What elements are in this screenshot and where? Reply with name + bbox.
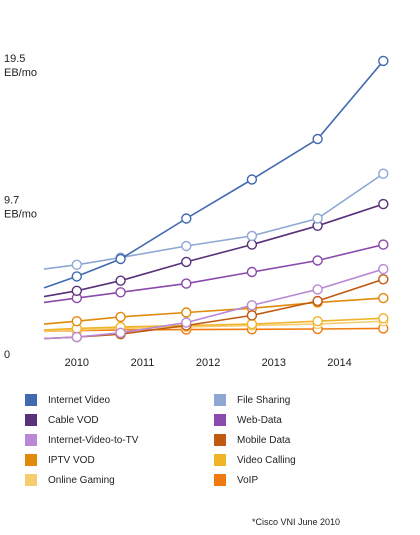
legend-swatch xyxy=(25,454,37,466)
legend-item-iptv-vod: IPTV VOD xyxy=(25,452,95,468)
legend-label: File Sharing xyxy=(237,394,291,406)
data-point-internet-video-to-tv xyxy=(378,263,389,275)
legend-swatch xyxy=(214,474,226,486)
data-point-internet-video xyxy=(378,55,389,67)
data-point-cable-vod xyxy=(246,239,258,250)
legend-label: Web-Data xyxy=(237,414,282,426)
data-point-file-sharing xyxy=(71,259,83,270)
data-point-web-data xyxy=(378,239,389,250)
y-tick-label-line: EB/mo xyxy=(4,209,37,221)
legend-label: Internet-Video-to-TV xyxy=(48,434,139,446)
data-point-cable-vod xyxy=(71,285,83,296)
legend-item-internet-video-to-tv: Internet-Video-to-TV xyxy=(25,432,138,448)
legend-item-mobile-data: Mobile Data xyxy=(214,432,290,448)
legend-item-file-sharing: File Sharing xyxy=(214,392,290,408)
y-tick-label-line: 19.5 xyxy=(4,53,25,65)
data-point-iptv-vod xyxy=(181,307,192,318)
series-line-internet-video xyxy=(43,60,384,289)
legend-swatch xyxy=(214,434,226,446)
legend-label: IPTV VOD xyxy=(48,454,95,466)
data-point-iptv-vod xyxy=(378,292,389,304)
data-point-video-calling xyxy=(312,316,323,327)
data-point-video-calling xyxy=(378,313,389,324)
y-tick-label: 19.5 EB/mo xyxy=(4,53,37,79)
source-note: *Cisco VNI June 2010 xyxy=(252,517,341,527)
data-point-iptv-vod xyxy=(115,311,126,323)
data-point-web-data xyxy=(312,255,323,266)
legend-item-video-calling: Video Calling xyxy=(214,452,296,468)
legend-swatch xyxy=(25,414,37,426)
line-chart: 19.5 EB/mo 9.7 EB/mo 0 2010 2011 2012 2013 2014 xyxy=(4,53,389,369)
data-point-mobile-data xyxy=(312,295,323,307)
data-point-web-data xyxy=(181,278,192,289)
data-point-internet-video xyxy=(115,253,126,265)
data-point-file-sharing xyxy=(378,168,389,179)
data-point-internet-video xyxy=(181,213,192,224)
legend-swatch xyxy=(214,414,226,426)
x-tick-label: 2011 xyxy=(131,357,155,369)
legend-item-voip: VoIP xyxy=(214,472,258,488)
data-point-mobile-data xyxy=(378,274,389,285)
data-point-iptv-vod xyxy=(71,316,83,327)
data-point-cable-vod xyxy=(181,256,192,268)
y-tick-label-line: EB/mo xyxy=(4,67,37,79)
data-point-internet-video-to-tv xyxy=(181,317,192,328)
data-point-internet-video-to-tv xyxy=(71,331,83,343)
legend-swatch xyxy=(25,434,37,446)
series-mobile-data xyxy=(43,274,389,343)
data-point-web-data xyxy=(115,287,126,298)
x-tick-label: 2012 xyxy=(196,357,220,369)
series-internet-video xyxy=(43,55,389,289)
legend-label: Cable VOD xyxy=(48,414,99,426)
data-point-internet-video-to-tv xyxy=(312,284,323,295)
x-tick-label: 2013 xyxy=(262,357,286,369)
data-point-cable-vod xyxy=(115,275,126,286)
data-point-cable-vod xyxy=(378,198,389,210)
legend-swatch xyxy=(214,454,226,466)
data-point-file-sharing xyxy=(181,240,192,252)
y-tick-label: 0 xyxy=(4,349,10,361)
y-tick-label: 9.7 EB/mo xyxy=(4,195,37,221)
legend-item-internet-video: Internet Video xyxy=(25,392,110,408)
data-point-video-calling xyxy=(246,318,258,330)
legend-item-web-data: Web-Data xyxy=(214,412,282,428)
data-point-internet-video xyxy=(246,174,258,185)
data-point-file-sharing xyxy=(246,230,258,242)
legend-swatch xyxy=(25,394,37,406)
legend-label: VoIP xyxy=(237,474,259,486)
data-point-internet-video xyxy=(71,271,83,282)
data-point-internet-video-to-tv xyxy=(246,300,258,311)
series-web-data xyxy=(43,239,389,304)
data-point-internet-video-to-tv xyxy=(115,327,126,338)
series-line-web-data xyxy=(43,243,384,304)
x-tick-label: 2014 xyxy=(327,357,351,369)
data-point-internet-video xyxy=(312,133,323,145)
legend-label: Video Calling xyxy=(237,454,296,466)
chart-area: 19.5 EB/mo 9.7 EB/mo 0 2010 2011 2012 2013 2014 xyxy=(4,53,389,369)
legend-item-online-gaming: Online Gaming xyxy=(25,472,115,488)
data-point-web-data xyxy=(246,266,258,278)
series-line-cable-vod xyxy=(43,203,384,298)
legend-swatch xyxy=(25,474,37,486)
y-tick-label-line: 0 xyxy=(4,349,10,361)
series-internet-video-to-tv xyxy=(43,263,389,343)
legend-label: Online Gaming xyxy=(48,474,115,486)
legend-item-cable-vod: Cable VOD xyxy=(25,412,99,428)
legend-label: Internet Video xyxy=(48,394,111,406)
data-point-mobile-data xyxy=(246,310,258,321)
data-point-file-sharing xyxy=(312,213,323,224)
x-tick-label: 2010 xyxy=(65,357,89,369)
series-cable-vod xyxy=(43,198,389,298)
legend-label: Mobile Data xyxy=(237,434,291,446)
legend-swatch xyxy=(214,394,226,406)
y-tick-label-line: 9.7 xyxy=(4,195,19,207)
